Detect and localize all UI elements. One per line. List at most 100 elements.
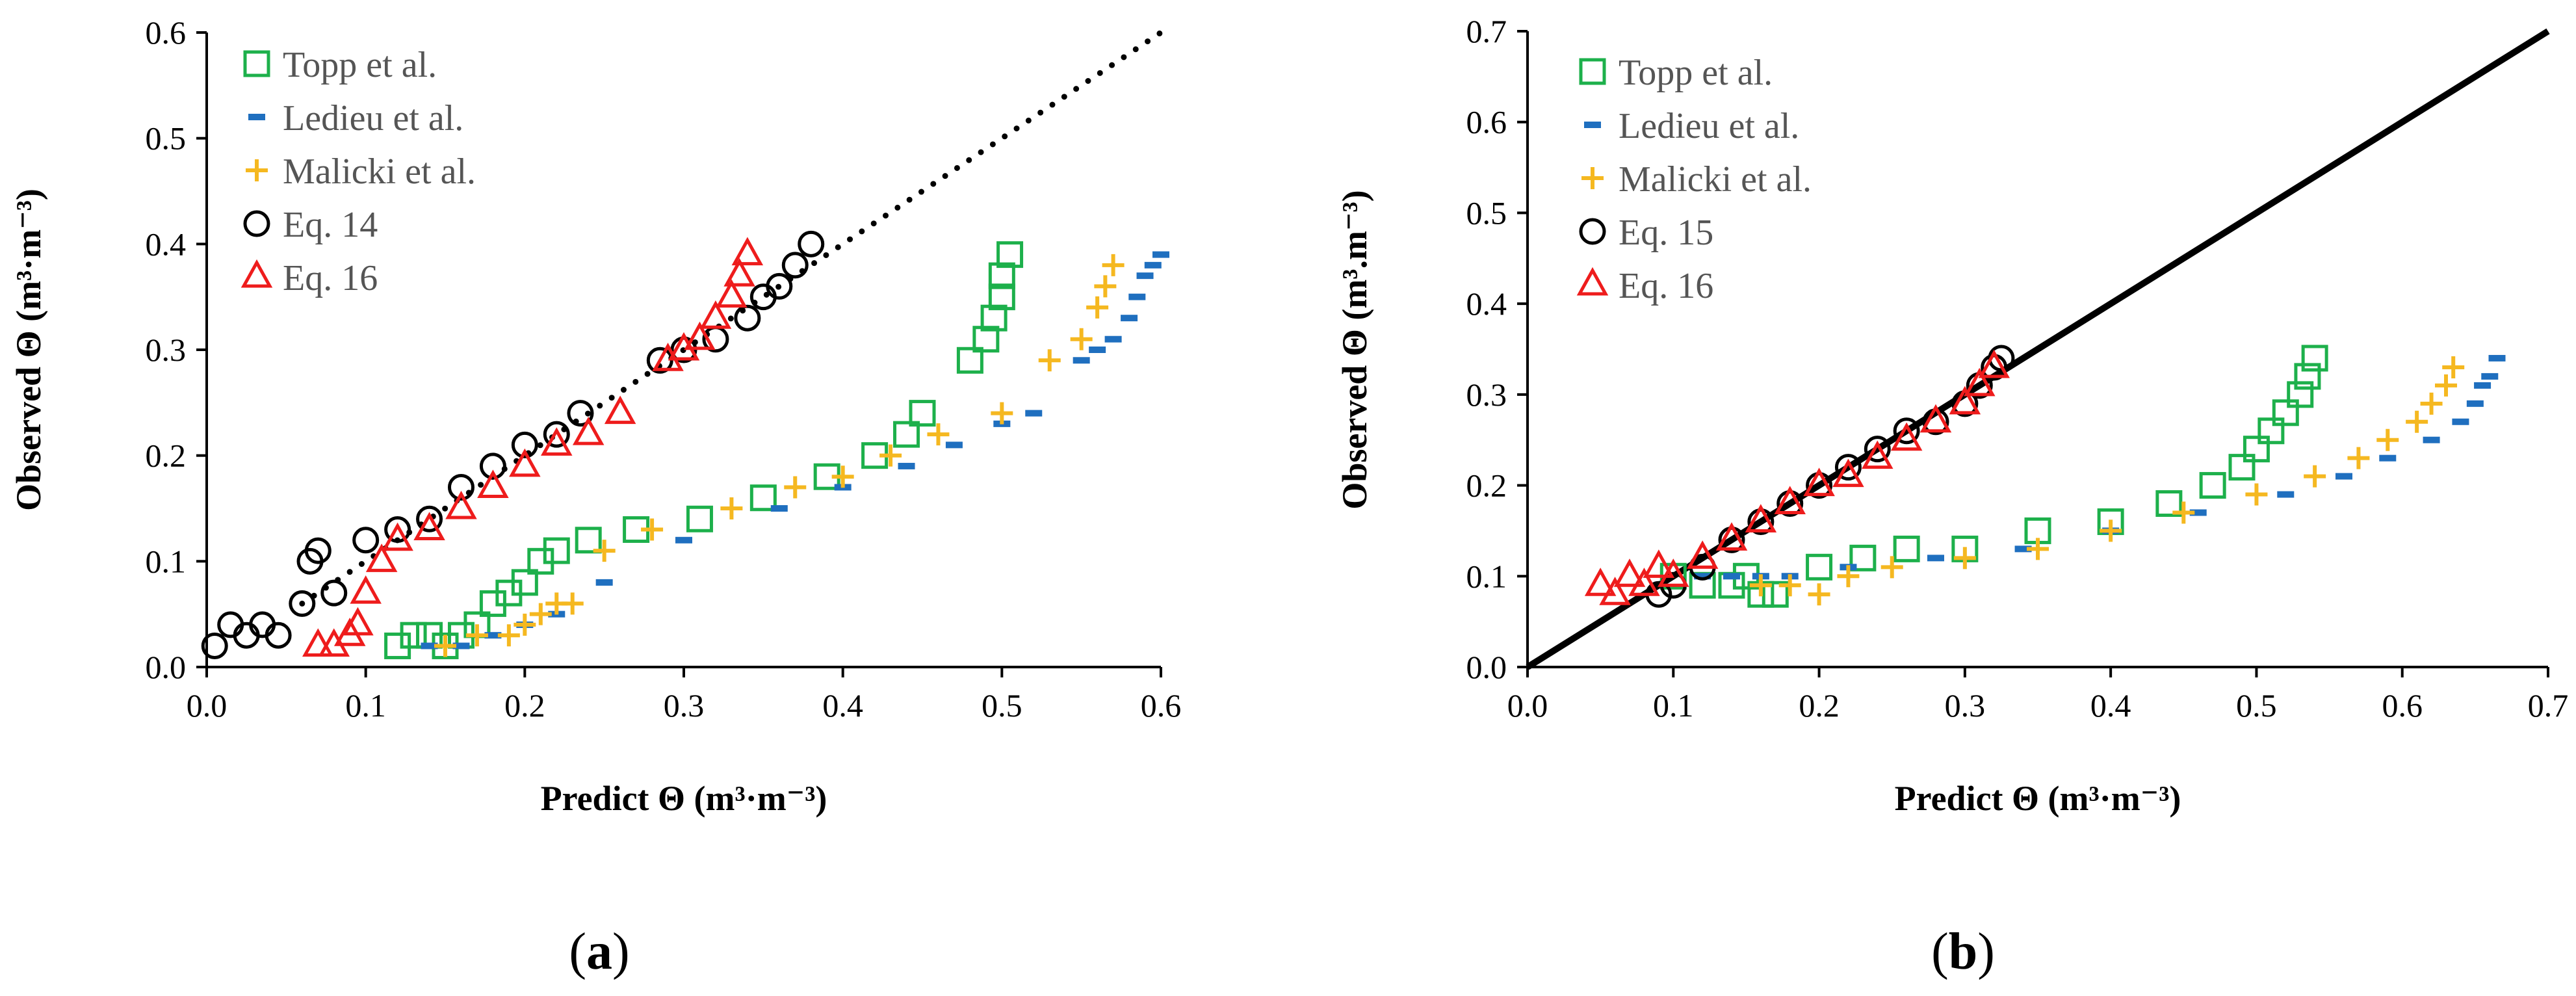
data-point — [1927, 555, 1944, 562]
data-point — [416, 505, 443, 532]
data-point — [2287, 381, 2314, 408]
data-point — [798, 230, 825, 257]
x-tick-label: 0.3 — [1945, 687, 1986, 724]
data-point — [567, 400, 594, 427]
data-point — [988, 283, 1015, 311]
data-point — [1880, 556, 1903, 579]
data-point — [1073, 357, 1090, 364]
data-point — [675, 536, 692, 544]
series-topp-et-al — [1659, 345, 2328, 608]
data-point — [1128, 293, 1146, 300]
data-point — [2406, 410, 2428, 433]
data-point — [1658, 558, 1689, 587]
data-point — [699, 300, 732, 329]
legend-label: Topp et al. — [1619, 53, 1773, 93]
data-point — [1104, 335, 1122, 343]
data-point — [1070, 328, 1093, 350]
data-point — [2474, 382, 2491, 389]
data-point — [497, 624, 520, 647]
x-tick-label: 0.6 — [1141, 687, 1182, 724]
x-tick-label: 0.5 — [2236, 687, 2277, 724]
data-point — [1613, 558, 1646, 587]
data-point — [365, 544, 398, 572]
data-point — [2172, 501, 2195, 524]
data-point — [342, 607, 374, 636]
legend-label: Malicki et al. — [283, 151, 476, 192]
data-point — [2155, 490, 2183, 518]
data-point — [350, 575, 382, 604]
y-tick-label: 0.1 — [1466, 558, 1507, 594]
y-tick-label: 0.1 — [146, 543, 187, 579]
data-point — [2481, 373, 2499, 380]
y-tick-label: 0.6 — [146, 14, 187, 51]
data-point — [514, 613, 536, 636]
legend-label: Eq. 14 — [283, 205, 378, 245]
panel-a: 0.0 0.1 0.2 0.3 0.4 0.5 0.6 0.0 0.1 0.2 0.3 0.4 0.5 0… — [9, 14, 1181, 980]
data-point — [1806, 553, 1833, 581]
x-tick-label: 0.2 — [1799, 687, 1840, 724]
x-axis-title: Predict Θ (m³·m⁻³) — [1895, 779, 2181, 818]
data-point — [445, 490, 477, 519]
data-point — [641, 518, 664, 541]
data-point — [2228, 454, 2256, 481]
data-point — [1803, 467, 1835, 497]
data-point — [784, 476, 807, 499]
data-point — [1837, 565, 1860, 588]
legend-marker — [1581, 167, 1604, 189]
data-point — [447, 473, 475, 501]
data-point — [1643, 549, 1675, 578]
data-point — [972, 326, 1000, 353]
panel-b: 0.0 0.1 0.2 0.3 0.4 0.5 0.6 0.7 0.0 0.1 0.2 0.3 0.4 0… — [1335, 13, 2568, 980]
data-point — [766, 272, 793, 300]
x-tick-label: 0.2 — [504, 687, 545, 724]
legend-label: Malicki et al. — [1619, 159, 1812, 200]
legend-marker — [241, 259, 273, 288]
panel-label-open: ( — [1931, 923, 1949, 980]
data-point — [909, 400, 936, 427]
data-point — [1964, 367, 1996, 397]
data-point — [988, 262, 1015, 289]
data-point — [2420, 392, 2443, 415]
y-tick-label: 0.0 — [146, 649, 187, 685]
data-point — [543, 421, 570, 448]
data-point — [543, 537, 570, 564]
data-point — [1102, 254, 1125, 276]
data-point — [956, 347, 983, 374]
panel-label-open: ( — [569, 923, 586, 980]
data-point — [720, 497, 743, 519]
data-point — [1144, 261, 1162, 269]
data-point — [2435, 374, 2457, 397]
data-point — [511, 569, 538, 596]
data-point — [1152, 251, 1169, 258]
data-point — [352, 527, 380, 554]
data-point — [465, 624, 488, 647]
data-point — [2294, 363, 2321, 390]
data-point — [595, 579, 613, 586]
data-point — [1890, 422, 1923, 451]
y-tick-label: 0.7 — [1466, 13, 1507, 49]
data-point — [320, 579, 348, 607]
data-point — [2277, 491, 2295, 498]
data-point — [2014, 545, 2032, 553]
data-point — [2257, 417, 2285, 445]
y-tick-label: 0.3 — [146, 332, 187, 368]
data-point — [529, 603, 552, 625]
data-point — [1778, 574, 1801, 597]
legend-marker — [1584, 122, 1601, 128]
data-point — [2347, 447, 2370, 469]
legend-label: Eq. 15 — [1619, 213, 1713, 253]
data-point — [1919, 404, 1952, 433]
data-point — [2199, 472, 2226, 499]
x-tick-label: 0.4 — [2090, 687, 2131, 724]
data-point — [1849, 544, 1877, 571]
data-point — [927, 423, 950, 446]
data-point — [980, 304, 1008, 332]
y-tick-label: 0.5 — [1466, 194, 1507, 231]
data-point — [1584, 568, 1617, 596]
data-point — [879, 444, 902, 467]
x-tick-label: 0.0 — [1507, 687, 1548, 724]
y-tick-label: 0.6 — [1466, 104, 1507, 140]
data-point — [2245, 483, 2268, 506]
x-tick-label: 0.5 — [982, 687, 1022, 724]
data-point — [434, 635, 456, 657]
